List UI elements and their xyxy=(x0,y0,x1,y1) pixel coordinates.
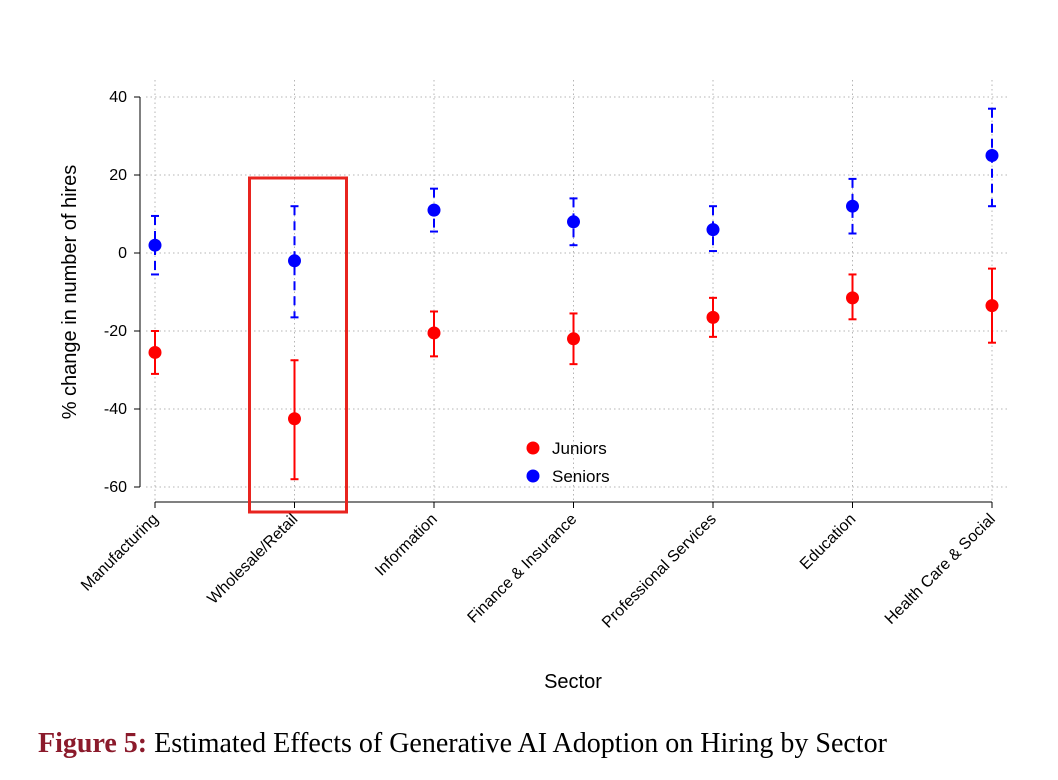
legend-label-juniors: Juniors xyxy=(552,439,607,458)
x-tick-label: Wholesale/Retail xyxy=(204,511,301,608)
series-seniors xyxy=(148,107,999,319)
legend-marker-juniors xyxy=(526,441,540,455)
highlight-box xyxy=(248,176,348,514)
x-axis-title: Sector xyxy=(544,671,602,693)
y-tick-label: -40 xyxy=(104,401,127,418)
data-point-juniors xyxy=(427,326,441,340)
data-point-seniors xyxy=(706,223,720,237)
y-tick-label: -20 xyxy=(104,323,127,340)
legend-label-seniors: Seniors xyxy=(552,467,610,486)
y-tick-label: -60 xyxy=(104,479,127,496)
y-axis-title: % change in number of hires xyxy=(59,165,81,420)
legend-marker-seniors xyxy=(526,469,540,483)
figure-caption: Figure 5: Estimated Effects of Generativ… xyxy=(38,728,1048,760)
figure-label: Figure 5: xyxy=(38,728,148,759)
data-point-juniors xyxy=(846,291,859,305)
data-point-seniors xyxy=(567,215,580,229)
axes: 40 20 0 -20 -40 -60 Manufacturing Wholesale/Ret… xyxy=(78,89,999,632)
x-tick-label: Manufacturing xyxy=(78,511,162,595)
data-point-seniors xyxy=(288,254,301,268)
data-point-juniors xyxy=(288,412,301,426)
data-point-seniors xyxy=(846,199,859,213)
data-point-seniors xyxy=(985,149,999,162)
x-tick-label: Education xyxy=(797,511,859,573)
y-tick-label: 20 xyxy=(109,167,127,184)
x-tick-label: Professional Services xyxy=(599,511,720,632)
data-point-juniors xyxy=(148,345,162,359)
x-tick-label: Information xyxy=(372,511,441,580)
x-tick-label: Health Care & Social xyxy=(882,511,999,628)
series-juniors xyxy=(148,267,999,481)
highlight-box-layer xyxy=(248,176,348,514)
data-point-seniors xyxy=(148,238,162,252)
chart: 40 20 0 -20 -40 -60 Manufacturing Wholesale/Ret… xyxy=(59,80,1008,693)
data-point-juniors xyxy=(567,332,580,346)
legend: Juniors Seniors xyxy=(526,439,610,486)
data-point-seniors xyxy=(427,203,441,217)
figure-caption-text: Estimated Effects of Generative AI Adopt… xyxy=(154,728,887,759)
y-tick-label: 0 xyxy=(118,245,127,262)
x-tick-label: Finance & Insurance xyxy=(465,511,581,627)
data-point-juniors xyxy=(985,299,999,313)
y-tick-label: 40 xyxy=(109,89,127,106)
data-point-juniors xyxy=(706,310,720,324)
series-layer xyxy=(148,107,999,481)
